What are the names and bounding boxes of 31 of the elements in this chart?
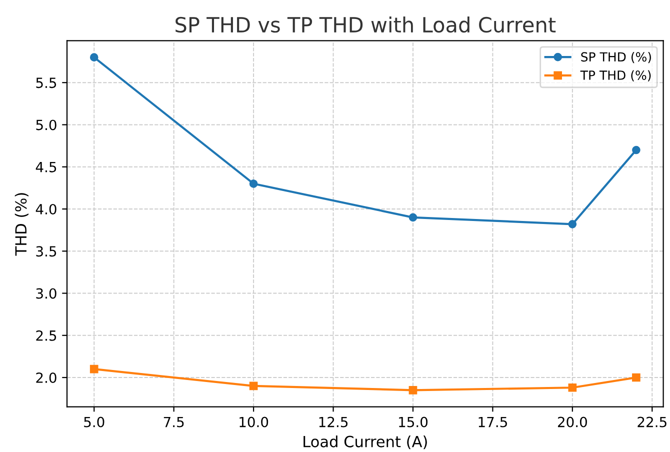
x-tick-label: 22.5 bbox=[638, 416, 666, 428]
x-tick-label: 20.0 bbox=[558, 416, 587, 428]
y-axis-title: THD (%) bbox=[14, 193, 28, 256]
point bbox=[568, 383, 577, 392]
point bbox=[90, 364, 98, 374]
y-tick-label: 2.0 bbox=[36, 372, 56, 383]
point bbox=[632, 373, 640, 382]
y-tick-label: 4.5 bbox=[36, 162, 56, 172]
x-axis-title: Load Current (A) bbox=[304, 436, 427, 450]
x-tick-label: 17.5 bbox=[478, 416, 507, 428]
x-tick-label: 5.0 bbox=[84, 416, 104, 428]
point bbox=[632, 146, 640, 154]
chart-title: SP THD vs TP THD with Load Current bbox=[176, 16, 556, 33]
legend-label: SP THD (%) bbox=[581, 52, 651, 64]
point bbox=[90, 53, 98, 62]
x-tick-label: 15.0 bbox=[399, 416, 428, 428]
y-tick-label: 3.0 bbox=[36, 288, 56, 299]
y-tick-label: 4.0 bbox=[36, 204, 56, 214]
point bbox=[408, 386, 418, 394]
legend-label: TP THD (%) bbox=[580, 70, 651, 82]
y-tick-label: 5.0 bbox=[36, 120, 56, 130]
point bbox=[249, 382, 258, 390]
point bbox=[249, 180, 258, 188]
x-tick-label: 7.5 bbox=[164, 416, 184, 428]
x-tick-label: 12.5 bbox=[319, 416, 348, 428]
x-tick-label: 10.0 bbox=[240, 416, 268, 428]
point bbox=[408, 213, 418, 222]
y-tick-label: 5.5 bbox=[36, 78, 56, 88]
point bbox=[568, 220, 577, 228]
y-tick-label: 2.5 bbox=[36, 330, 56, 341]
y-tick-label: 3.5 bbox=[36, 246, 56, 257]
